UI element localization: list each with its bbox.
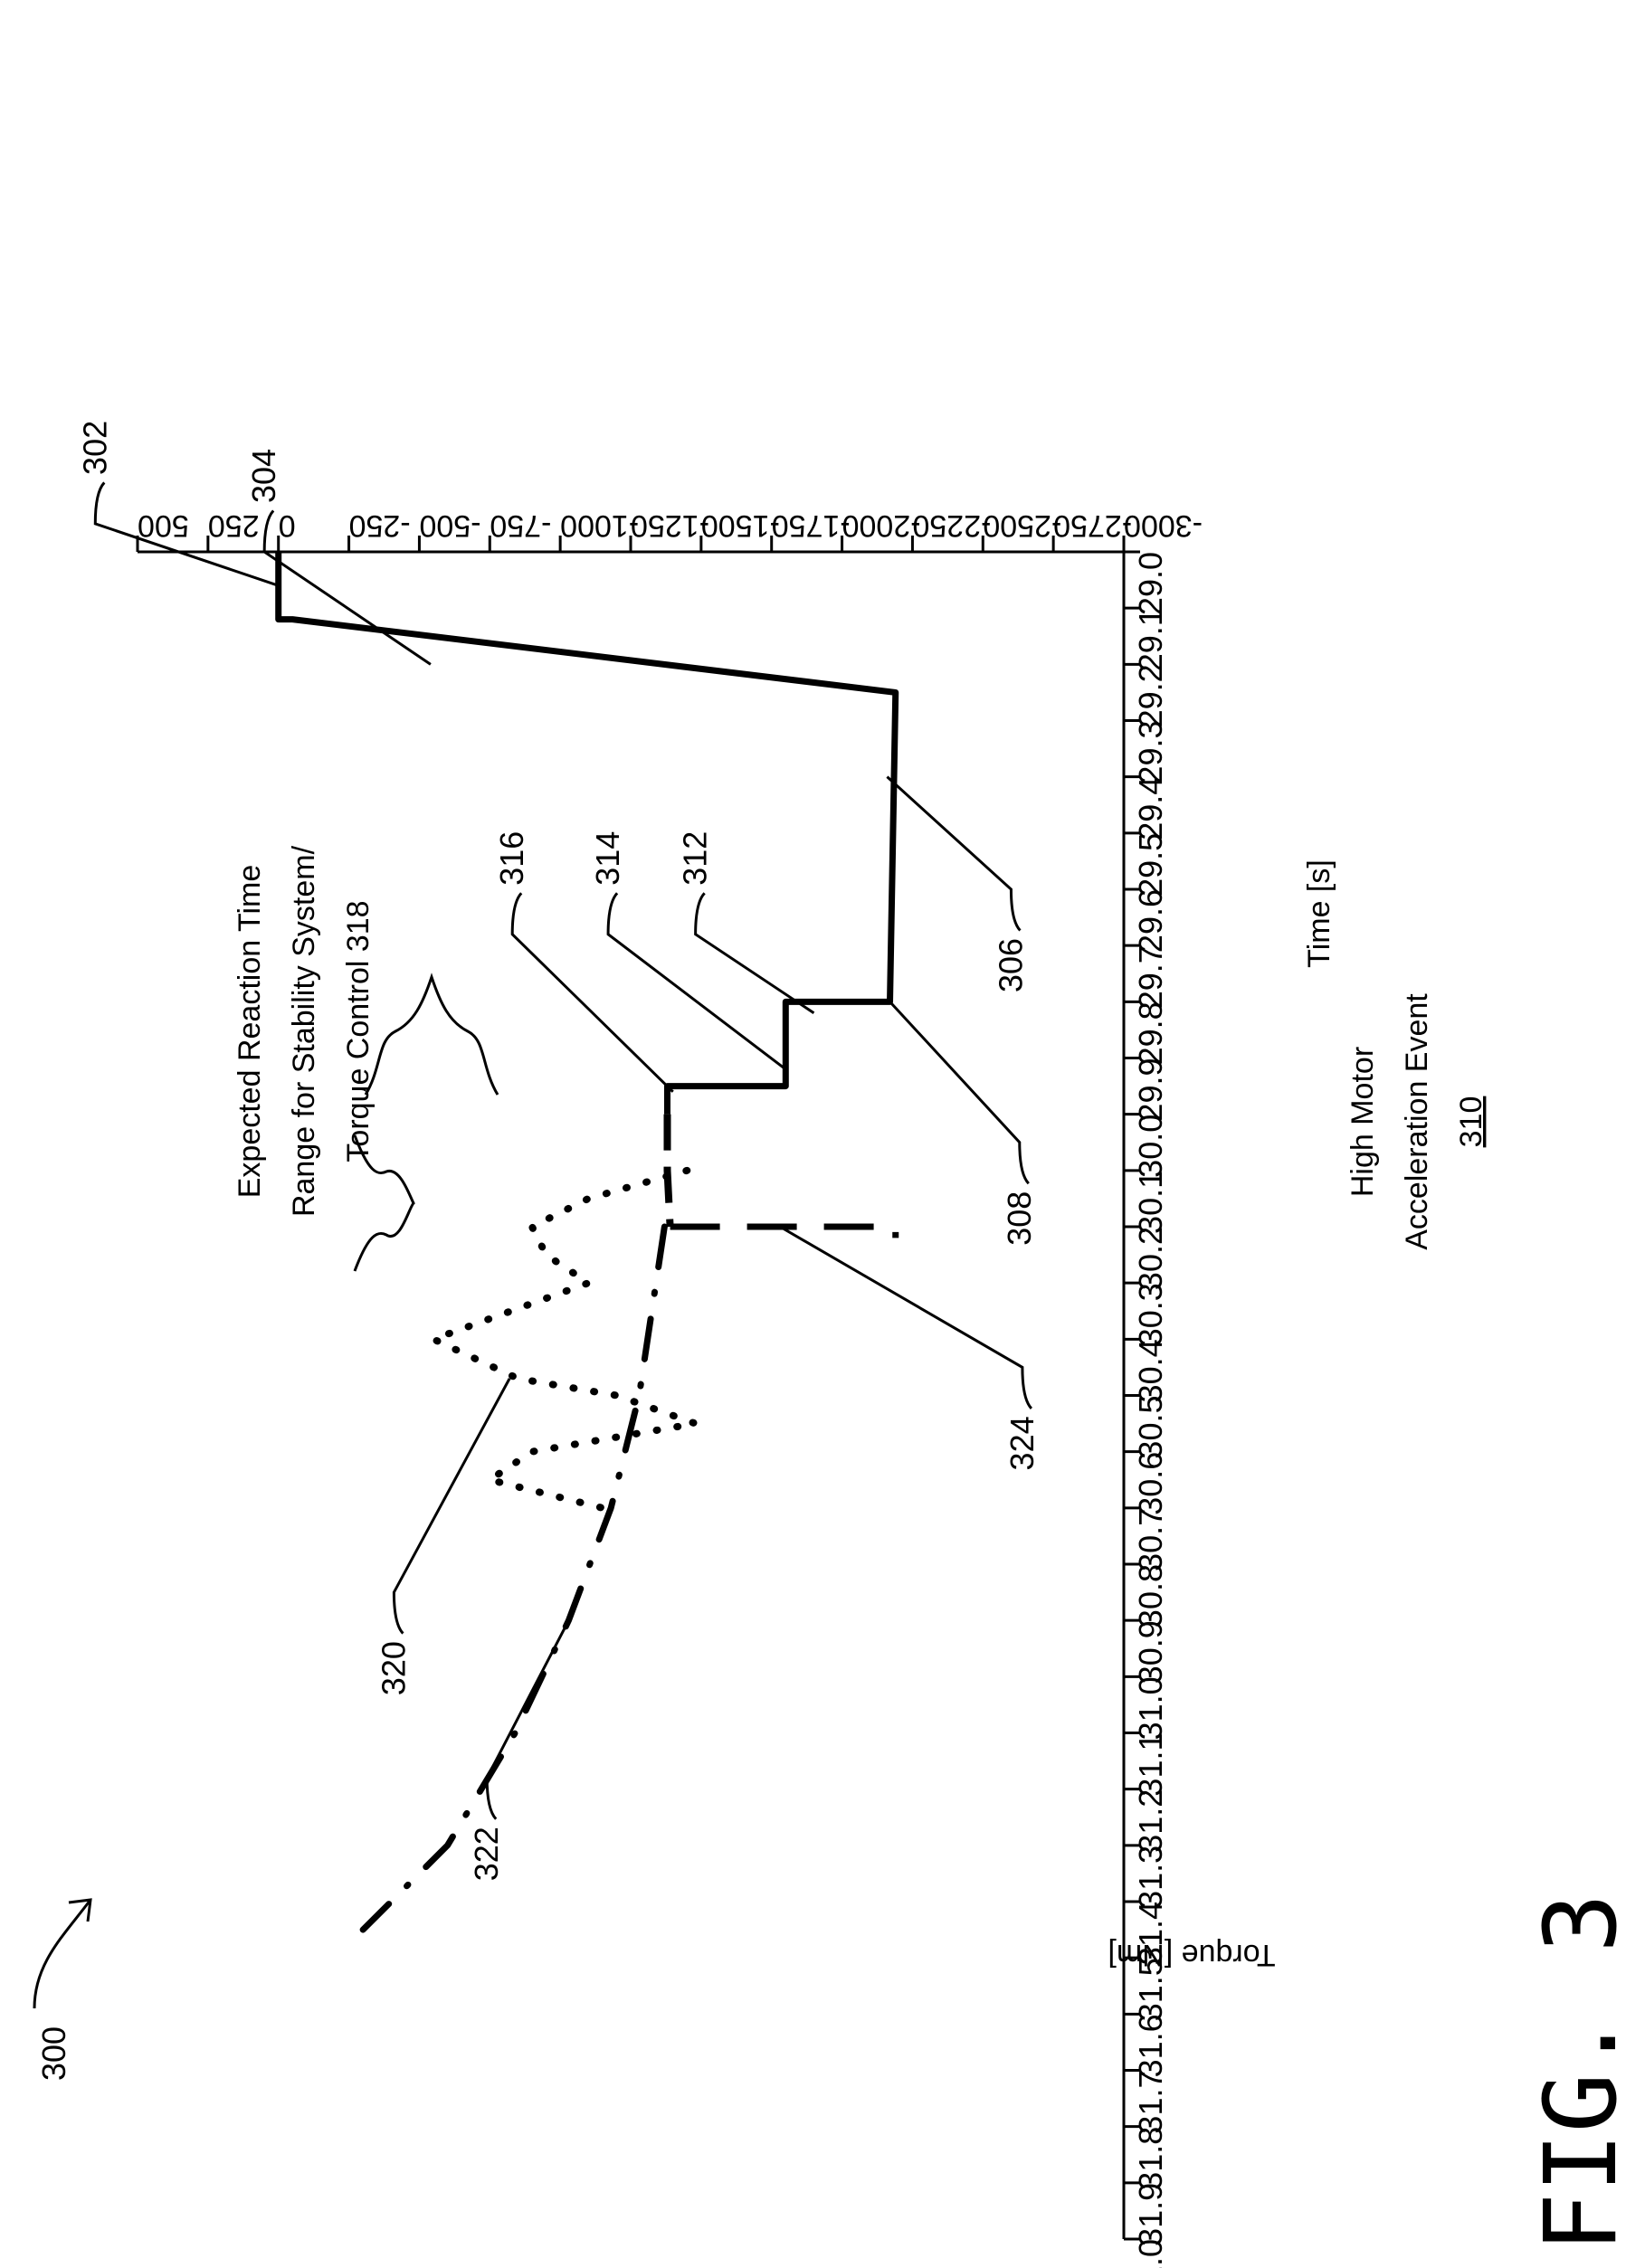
x-tick-label: 29.8: [1132, 1001, 1169, 1065]
x-tick-label: 31.5: [1132, 1958, 1169, 2021]
y-tick-label: -1250: [631, 508, 709, 543]
x-axis-label: Time [s]: [1302, 859, 1336, 968]
callout-leader-314: [606, 892, 787, 1071]
event-label-number: 310: [1454, 1096, 1488, 1148]
callout-label-308: 308: [1001, 1191, 1038, 1246]
chart-axes: [138, 550, 1126, 2239]
callout-leader-316: [510, 892, 674, 1093]
x-tick-label: 30.6: [1132, 1452, 1169, 1515]
callout-label-304: 304: [245, 449, 282, 503]
x-tick-label: 30.1: [1132, 1171, 1169, 1234]
x-tick-label: 29.7: [1132, 945, 1169, 1009]
callout-leader-324: [779, 1225, 1033, 1409]
callout-leader-322: [485, 1619, 570, 1820]
y-tick-label: -1750: [772, 508, 851, 543]
x-tick-label: 30.9: [1132, 1620, 1169, 1684]
callout-leader-308: [889, 1001, 1030, 1185]
range-label-line3: Torque Control 318: [341, 900, 376, 1162]
x-tick-label: 29.4: [1132, 777, 1169, 840]
callout-leader-306: [886, 775, 1022, 932]
chart-callouts: 302 304 306 308 312 314 316 320 322 324: [76, 421, 1041, 1881]
range-label-line2: Range for Stability System/: [287, 845, 321, 1217]
callout-leader-312: [694, 892, 815, 1015]
reaction-range-brace: [364, 973, 499, 1096]
x-tick-label: 30.4: [1132, 1339, 1169, 1402]
callout-label-302: 302: [76, 421, 113, 475]
callout-label-324: 324: [1003, 1416, 1041, 1470]
figure-arrowhead: [68, 1898, 92, 1922]
x-tick-label: 31.3: [1132, 1846, 1169, 1909]
rotated-chart: 500 250 0 -250 -500 -750 -1000-1250-1500-1750-…: [76, 421, 1488, 2268]
chart-ticks: 500 250 0 -250 -500 -750 -1000-1250-1500-1750-…: [136, 508, 1203, 2268]
range-label-line1: Expected Reaction Time: [233, 865, 267, 1199]
figure-number: 300: [35, 2026, 72, 2081]
series-line-dashed: [670, 1223, 899, 1238]
y-tick-label: -3000: [1124, 508, 1203, 543]
y-tick-label: -1500: [701, 508, 780, 543]
event-label-line2: Acceleration Event: [1400, 993, 1434, 1250]
y-axis-label: Torque [Nm]: [1108, 1938, 1275, 1972]
x-tick-label: 31.0: [1132, 1676, 1169, 1740]
callout-label-316: 316: [493, 831, 530, 886]
y-tick-label: -2250: [912, 508, 991, 543]
event-range-brace: [353, 1134, 415, 1272]
x-tick-label: 30.8: [1132, 1564, 1169, 1627]
x-tick-label: 30.3: [1132, 1283, 1169, 1346]
y-tick-label: 0: [279, 508, 296, 543]
callout-leader-302: [93, 481, 280, 587]
callout-leader-304: [262, 509, 432, 666]
series-line-dotted: [430, 1166, 699, 1512]
y-tick-label: 500: [138, 508, 189, 543]
x-tick-label: 31.2: [1132, 1789, 1169, 1853]
callout-label-322: 322: [468, 1827, 505, 1881]
x-tick-label: 29.6: [1132, 889, 1169, 953]
y-tick-label: -250: [349, 508, 411, 543]
callout-label-320: 320: [375, 1641, 412, 1695]
x-tick-label: 30.7: [1132, 1508, 1169, 1571]
x-tick-label: 30.0: [1132, 1115, 1169, 1178]
x-tick-label: 32.0: [1132, 2239, 1169, 2268]
y-tick-label: -2500: [983, 508, 1061, 543]
y-tick-label: -2000: [842, 508, 921, 543]
x-tick-label: 31.7: [1132, 2071, 1169, 2134]
x-tick-label: 31.9: [1132, 2183, 1169, 2246]
y-tick-label: -500: [419, 508, 480, 543]
series-line-dashed-thick: [663, 1114, 674, 1228]
callout-label-306: 306: [992, 938, 1029, 992]
series-line-dash-dot: [359, 1223, 668, 1933]
y-tick-label: -1000: [560, 508, 639, 543]
figure-label: FIG. 3: [1523, 1893, 1626, 2253]
y-tick-label: 250: [208, 508, 260, 543]
x-tick-label: 31.6: [1132, 2014, 1169, 2077]
x-tick-label: 29.2: [1132, 664, 1169, 727]
x-tick-label: 29.9: [1132, 1058, 1169, 1122]
callout-leader-320: [392, 1378, 511, 1635]
event-label-line1: High Motor: [1345, 1047, 1380, 1197]
callout-label-314: 314: [589, 831, 626, 886]
x-tick-label: 29.1: [1132, 608, 1169, 671]
x-tick-label: 29.0: [1132, 552, 1169, 615]
x-tick-label: 31.1: [1132, 1733, 1169, 1797]
callout-label-312: 312: [677, 831, 714, 886]
x-tick-label: 30.2: [1132, 1227, 1169, 1290]
y-tick-label: -2750: [1053, 508, 1132, 543]
x-tick-label: 31.8: [1132, 2127, 1169, 2190]
x-tick-label: 30.5: [1132, 1396, 1169, 1459]
figure-arrow: [33, 1899, 92, 2009]
x-tick-label: 29.5: [1132, 833, 1169, 897]
x-tick-label: 29.3: [1132, 721, 1169, 784]
y-tick-label: -750: [490, 508, 551, 543]
x-tick-label: 31.4: [1132, 1902, 1169, 1965]
